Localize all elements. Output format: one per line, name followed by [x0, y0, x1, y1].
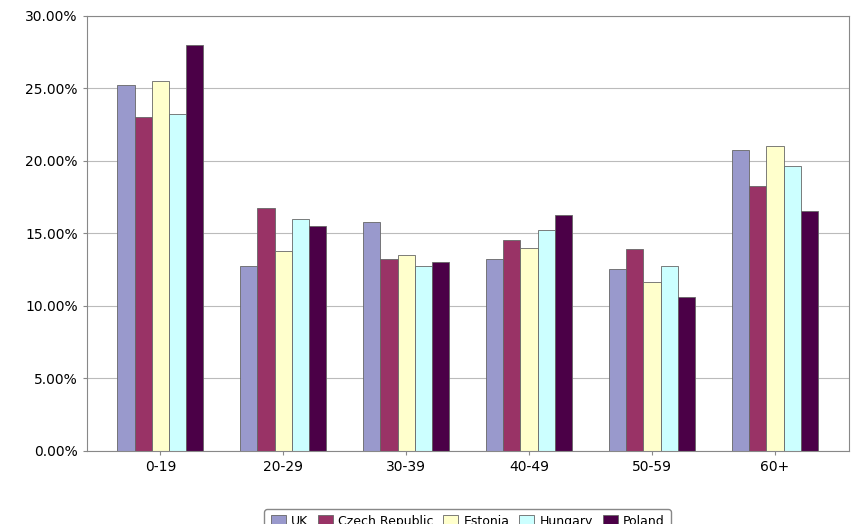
- Bar: [432, 262, 449, 451]
- Bar: [801, 211, 818, 451]
- Bar: [134, 117, 152, 451]
- Bar: [397, 255, 415, 451]
- Bar: [257, 208, 275, 451]
- Bar: [275, 252, 292, 451]
- Bar: [538, 230, 555, 451]
- Bar: [186, 45, 204, 451]
- Bar: [309, 226, 326, 451]
- Bar: [784, 166, 801, 451]
- Bar: [380, 258, 397, 451]
- Bar: [169, 114, 186, 451]
- Bar: [486, 258, 503, 451]
- Bar: [626, 249, 643, 451]
- Bar: [609, 269, 626, 451]
- Bar: [240, 266, 257, 451]
- Bar: [152, 81, 169, 451]
- Bar: [415, 266, 432, 451]
- Bar: [661, 266, 678, 451]
- Bar: [520, 248, 538, 451]
- Bar: [363, 222, 380, 451]
- Bar: [555, 215, 572, 451]
- Bar: [766, 146, 784, 451]
- Bar: [749, 186, 766, 451]
- Bar: [292, 219, 309, 451]
- Legend: UK, Czech Republic, Estonia, Hungary, Poland: UK, Czech Republic, Estonia, Hungary, Po…: [264, 509, 671, 524]
- Bar: [678, 297, 695, 451]
- Bar: [643, 282, 661, 451]
- Bar: [503, 241, 520, 451]
- Bar: [117, 84, 134, 451]
- Bar: [732, 150, 749, 451]
